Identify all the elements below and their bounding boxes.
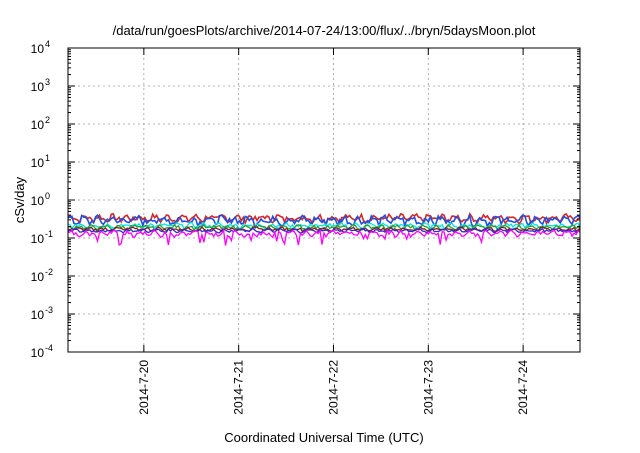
- chart-title: /data/run/goesPlots/archive/2014-07-24/1…: [113, 23, 536, 38]
- series-layer: [67, 212, 581, 246]
- series-line: [67, 227, 581, 234]
- y-tick-exponent: 0: [45, 191, 50, 201]
- x-tick-label: 2014-7-23: [421, 360, 435, 415]
- y-tick-label: 10: [31, 232, 45, 246]
- y-tick-exponent: 3: [45, 77, 50, 87]
- y-tick-exponent: -2: [45, 267, 53, 277]
- y-tick-exponent: -4: [45, 343, 53, 353]
- y-tick-label: 10: [31, 42, 45, 56]
- y-tick-exponent: -3: [45, 305, 53, 315]
- x-tick-label: 2014-7-20: [137, 360, 151, 415]
- y-tick-exponent: -1: [45, 229, 53, 239]
- y-axis-label: cSv/day: [12, 176, 27, 223]
- y-tick-label: 10: [31, 80, 45, 94]
- y-tick-label: 10: [31, 118, 45, 132]
- y-tick-label: 10: [31, 346, 45, 360]
- y-tick-exponent: 2: [45, 115, 50, 125]
- x-tick-label: 2014-7-21: [232, 360, 246, 415]
- series-line: [67, 213, 581, 230]
- y-tick-exponent: 1: [45, 153, 50, 163]
- y-tick-label: 10: [31, 270, 45, 284]
- x-tick-label: 2014-7-22: [326, 360, 340, 415]
- y-tick-label: 10: [31, 194, 45, 208]
- series-line: [67, 228, 581, 246]
- x-axis-label: Coordinated Universal Time (UTC): [224, 430, 423, 445]
- x-tick-label: 2014-7-24: [516, 360, 530, 415]
- series-line: [67, 223, 581, 232]
- grid-layer: [68, 48, 580, 352]
- y-tick-exponent: 4: [45, 39, 50, 49]
- y-tick-label: 10: [31, 308, 45, 322]
- y-tick-label: 10: [31, 156, 45, 170]
